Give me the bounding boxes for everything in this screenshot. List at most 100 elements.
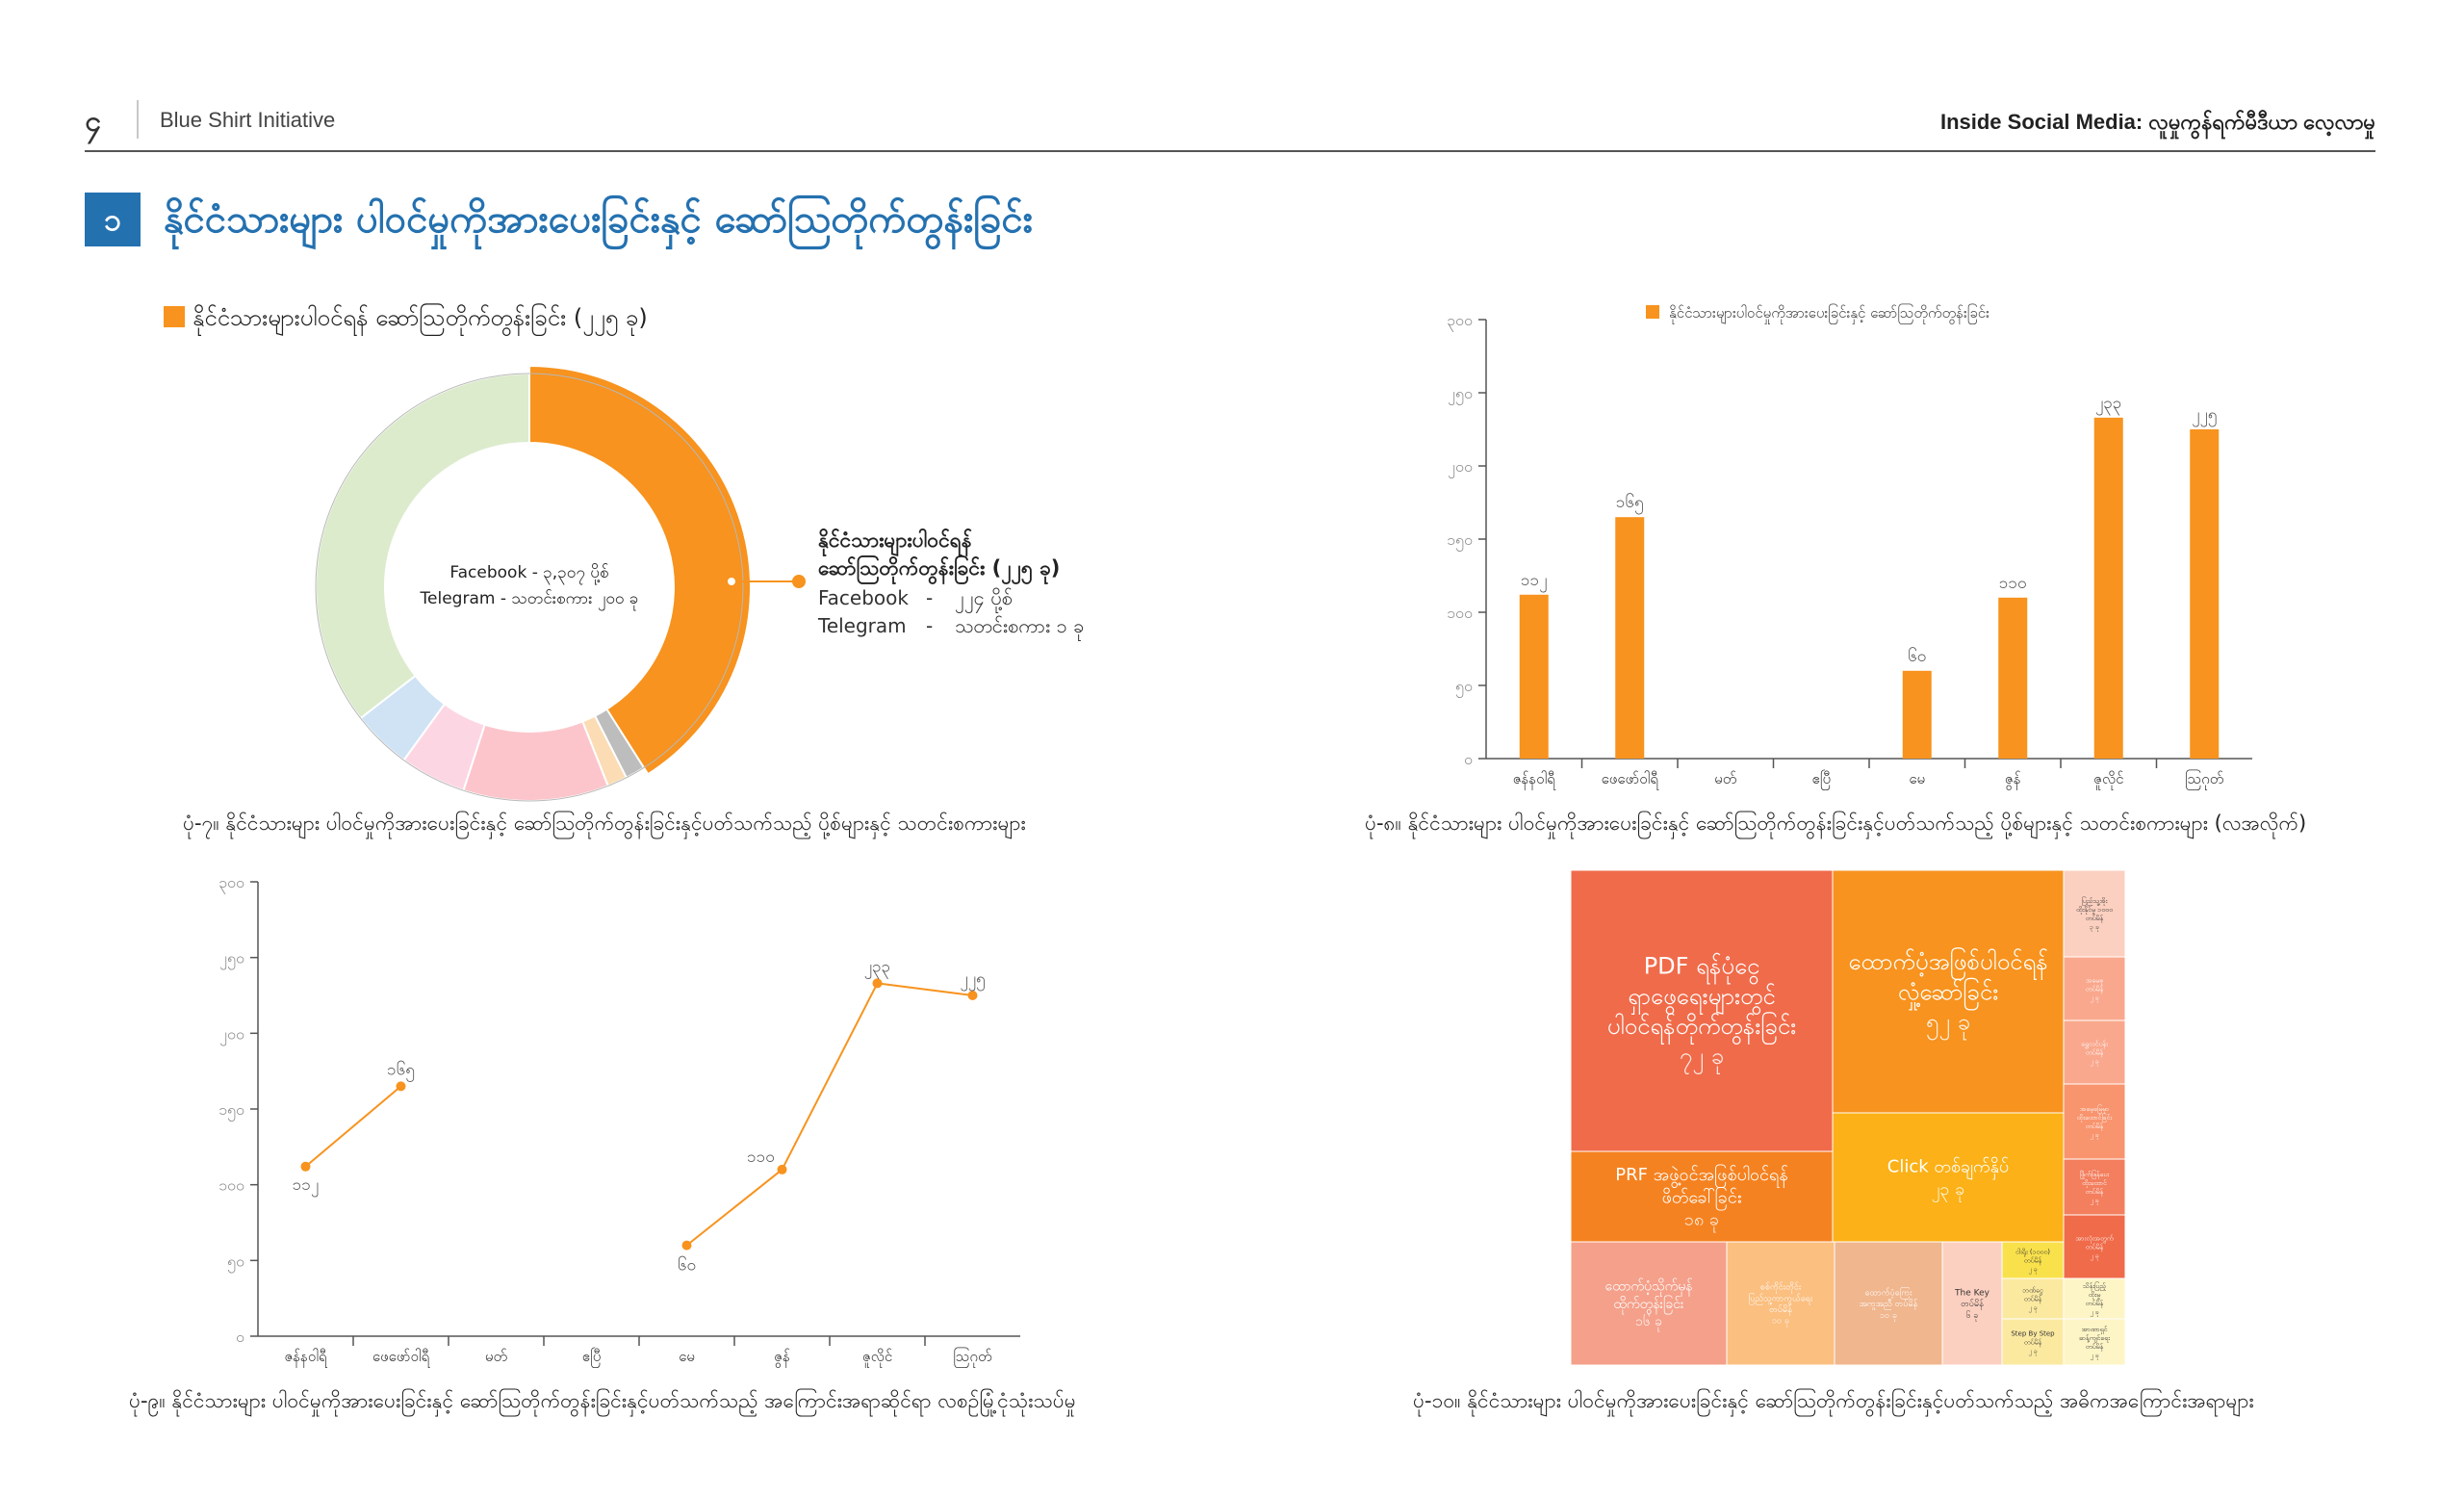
treemap-cell-value: ၂ ခု: [2089, 994, 2099, 1003]
x-tick-label: ဧပြီ: [1811, 770, 1831, 790]
treemap-cell-label: တပ်မိန်: [2024, 1338, 2042, 1347]
line-point: [300, 1161, 311, 1172]
donut-outline: [315, 373, 744, 802]
treemap-cell-value: ၂ ခု: [2089, 1308, 2099, 1317]
x-tick-label: ဖေဖော်ဝါရီ: [372, 1348, 431, 1368]
treemap-cell-value: ၇၂ ခု: [1680, 1043, 1724, 1074]
line-value-label: ၁၆၅: [387, 1059, 415, 1082]
callout-row-label: Facebook: [818, 586, 909, 609]
line-value-label: ၁၁၂: [293, 1175, 319, 1198]
y-tick-label: ၁၅၀: [1447, 530, 1473, 552]
x-tick-label: ဩဂုတ်: [953, 1347, 991, 1368]
x-tick-label: မေ: [679, 1348, 695, 1365]
treemap-cell-label: Step By Step: [2011, 1329, 2055, 1337]
treemap-cell: [2063, 1277, 2126, 1320]
treemap-cell-label: တပ်မိန်: [2086, 915, 2104, 923]
treemap-cell: [2063, 1318, 2126, 1366]
treemap-cell-label: ထိုက်တွန်းခြင်း: [1613, 1296, 1684, 1314]
bar: [2093, 417, 2123, 759]
treemap-cell-label: ထောက်ပံ့အဖြစ်ပါဝင်ရန်: [1848, 946, 2047, 980]
donut-caption: ပုံ-၇။ နိုင်ငံသားများ ပါဝင်မှုကိုအားပေးခ…: [183, 812, 1026, 835]
treemap-cell-label: ပြည်သူ့အိုး: [2082, 896, 2108, 906]
treemap-cell-value: ၂ ခု: [2089, 1131, 2099, 1140]
callout-dot: [792, 575, 806, 588]
document-title: Inside Social Media: လူမှုကွန်ရက်မီဒီယာ …: [1939, 110, 2375, 134]
treemap-cell-label: တပ်မိန်: [2024, 1256, 2042, 1265]
y-tick-label: ၅၀: [1455, 677, 1473, 698]
donut-slice: [528, 364, 752, 776]
y-tick-label: ၃၀၀: [1447, 311, 1473, 332]
treemap-cell-label: Click တစ်ချက်နှိပ်: [1887, 1157, 2009, 1180]
treemap-cell-label: စစ်ကိုင်းတိုင်း: [1760, 1282, 1802, 1294]
x-tick-label: ဇွန်: [2005, 770, 2021, 790]
y-tick-label: ၅၀: [227, 1251, 244, 1273]
treemap-cell-value: ၂ ခု: [2027, 1348, 2038, 1356]
treemap-cell-label: ထောက်ပံ့သိုက်မှန်: [1604, 1279, 1692, 1297]
treemap-cell-label: အမေစု: [2086, 976, 2103, 985]
x-tick-label: ဇူလိုင်: [862, 1348, 892, 1368]
treemap-cell-label: တပ်မိန်: [1769, 1304, 1792, 1316]
y-tick-label: ၁၀၀: [218, 1176, 244, 1195]
treemap-cell-label: တပ်မိန်: [2086, 1300, 2104, 1308]
bar-value-label: ၁၁၂: [1521, 571, 1547, 593]
bar-value-label: ၆၀: [1908, 646, 1926, 666]
treemap-cell-label: PRF အဖွဲ့ဝင်အဖြစ်ပါဝင်ရန်: [1615, 1164, 1787, 1188]
treemap-cell-value: ၂ ခု: [2027, 1304, 2038, 1313]
line-point: [967, 991, 978, 1000]
treemap-cell-label: ထိုးနိုင်မှု ၁၀၀၀: [2076, 906, 2113, 915]
treemap-cell-value: ၂ ခု: [2089, 1252, 2099, 1261]
treemap-cell-value: ၁၀ ခု: [1880, 1311, 1897, 1322]
treemap-cell-value: ၁၈ ခု: [1684, 1210, 1719, 1233]
y-tick-label: ၂၅၀: [1448, 384, 1473, 405]
treemap-cell: [1570, 1241, 1728, 1366]
bar-caption: ပုံ-၈။ နိုင်ငံသားများ ပါဝင်မှုကိုအားပေးခ…: [1365, 812, 2307, 835]
treemap-cell-value: ၂ ခု: [2089, 1197, 2099, 1205]
bar-value-label: ၂၃၃: [2095, 394, 2121, 416]
treemap-cell-label: အားလုံးအတွက်: [2075, 1234, 2114, 1243]
y-tick-label: ၁၅၀: [218, 1100, 244, 1122]
treemap-cell-label: တပ်မိန်: [2086, 1188, 2104, 1197]
treemap-cell-label: ဘဏ်ငွေ: [2022, 1286, 2043, 1295]
callout-row-label: Telegram: [817, 614, 907, 637]
bar: [1519, 594, 1549, 759]
treemap-caption: ပုံ-၁၀။ နိုင်ငံသားများ ပါဝင်မှုကိုအားပေး…: [1413, 1389, 2254, 1412]
line-value-label: ၂၃၃: [864, 957, 890, 979]
treemap-cell: [2063, 1214, 2126, 1279]
treemap-cell-label: တပ်မိန်: [2086, 1243, 2104, 1251]
treemap-cell-label: တပ်မိန်: [2086, 985, 2104, 993]
treemap-cell-value: ၁၀ ခု: [1772, 1317, 1789, 1328]
treemap-cell-label: အမေ့မြေမှာ: [2080, 1104, 2109, 1114]
treemap-cell: [2001, 1318, 2065, 1366]
treemap-cell: [2063, 1083, 2126, 1160]
treemap-cell-label: အကူအညီ တပ်မိန်: [1860, 1299, 1918, 1310]
callout-row-value: ၂၂၄ ပို့စ်: [955, 586, 1013, 613]
bar-value-label: ၁၁၀: [1999, 574, 2027, 593]
treemap-cell-label: တပ်မိန်: [2024, 1295, 2042, 1303]
bar-value-label: ၁၆၅: [1616, 492, 1644, 515]
y-tick-label: ၂၀၀: [1448, 457, 1473, 478]
y-tick-label: ၂၅၀: [219, 949, 244, 970]
treemap-cell-label: ထိုးမှု: [2089, 1291, 2101, 1300]
treemap-cell-label: ပြည်သူ့ကာကွယ်ရေး: [1749, 1292, 1813, 1304]
x-tick-label: မတ်: [1714, 770, 1736, 787]
donut-center-text: Facebook - ၃,၃၀၇ ပို့စ်: [449, 563, 608, 585]
treemap-cell-value: ၂ ခု: [2027, 1266, 2038, 1275]
treemap-cell-label: ငါးရိုး (၁၀၀၀): [2015, 1248, 2050, 1256]
organization-name: Blue Shirt Initiative: [160, 108, 336, 132]
treemap-cell-label: ထိုးထောင်: [2082, 1179, 2108, 1188]
treemap-cell-value: ၂၃ ခု: [1932, 1179, 1965, 1202]
line-value-label: ၂၂၅: [960, 969, 985, 992]
page-number: ၄: [85, 105, 101, 139]
treemap-cell-value: ၅၂ ခု: [1926, 1009, 1970, 1041]
treemap-cell-label: တပ်မိန်: [2086, 1343, 2104, 1352]
treemap-cell-label: ထောက်ပံ့ကြေး: [1865, 1286, 1913, 1299]
treemap-cell-label: ထိုးထောင်ခြင်း: [2077, 1113, 2113, 1122]
treemap-cell: [2063, 869, 2126, 958]
x-tick-label: မေ: [1909, 770, 1925, 787]
bar: [1615, 517, 1645, 759]
bar: [1902, 670, 1932, 759]
y-tick-label: ၂၀၀: [219, 1024, 244, 1045]
line-segment: [685, 1169, 783, 1247]
